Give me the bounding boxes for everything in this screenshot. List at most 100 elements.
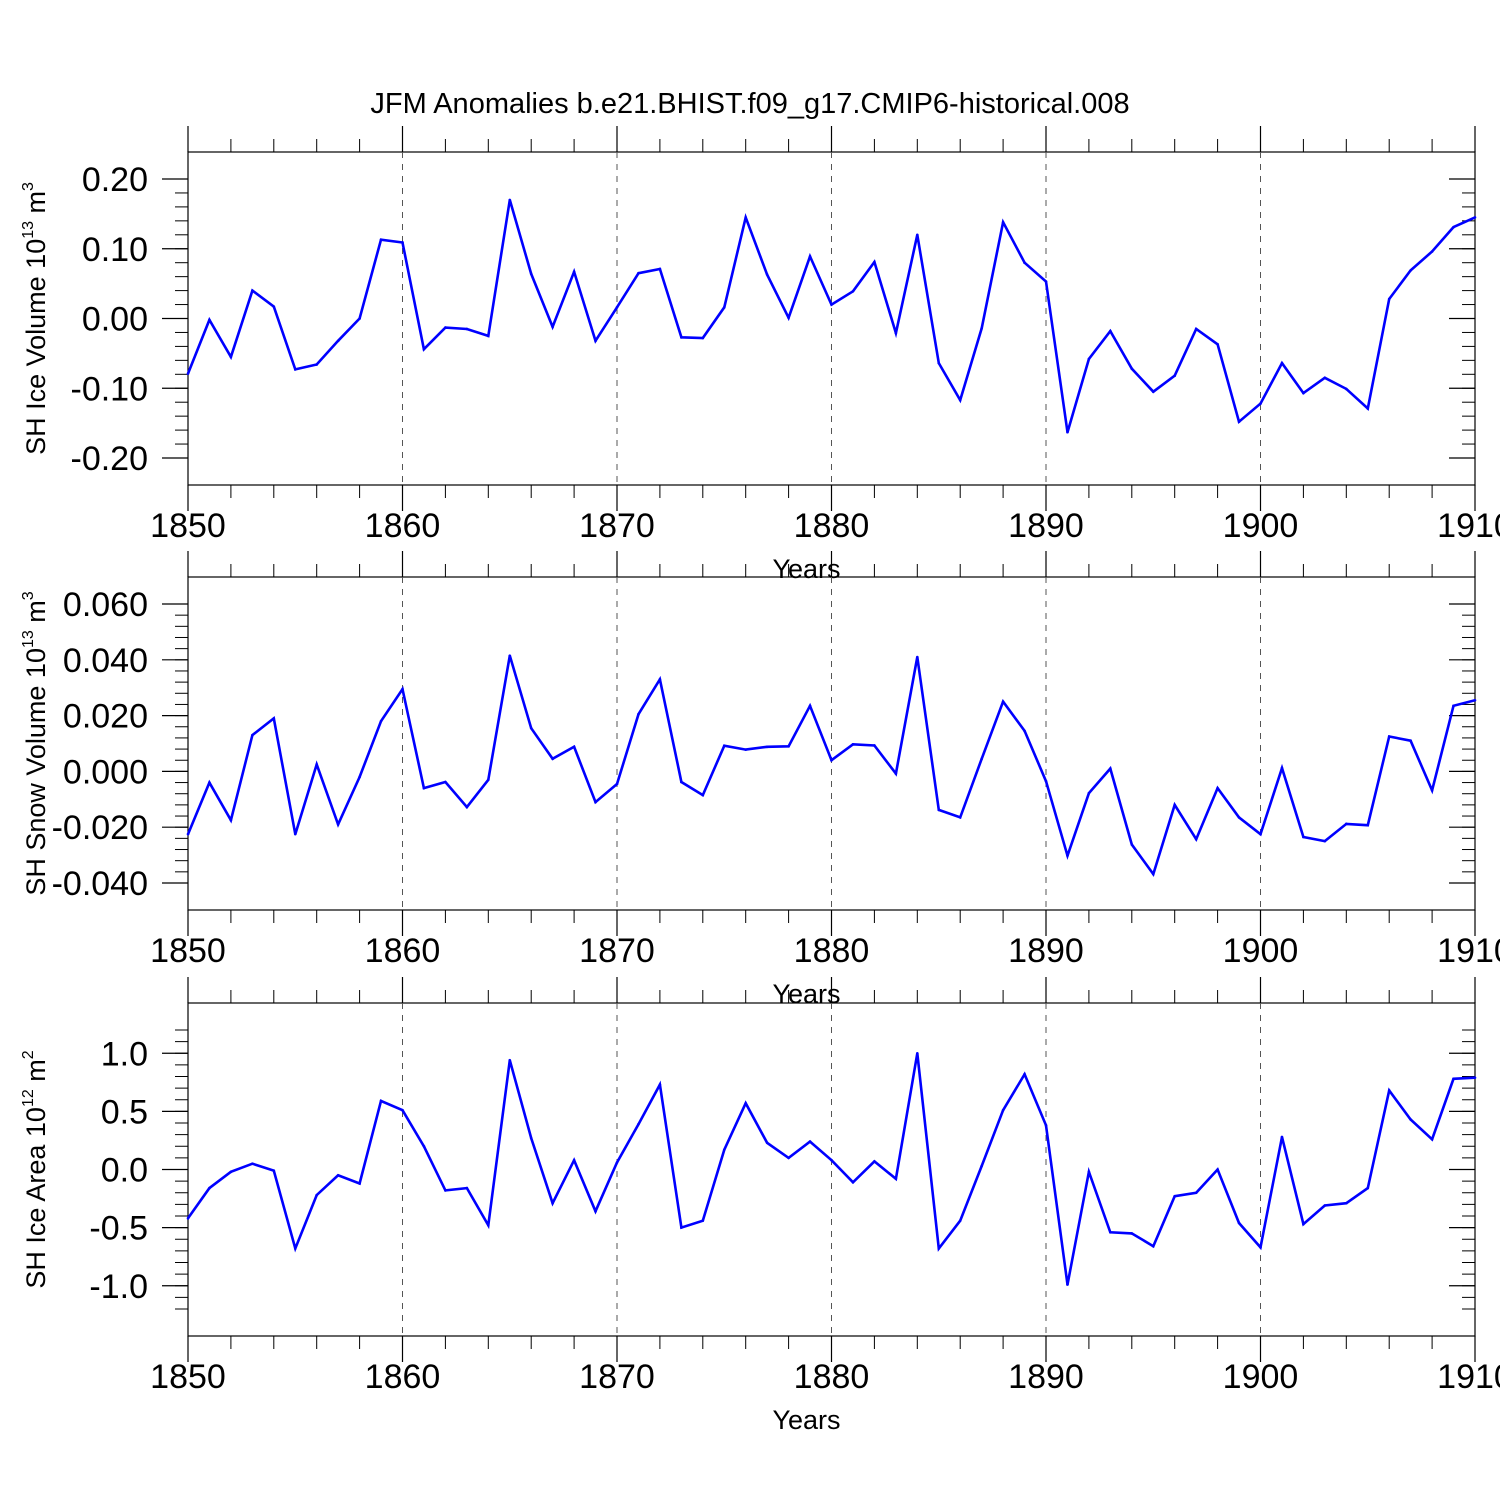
y-axis-title-unit-exponent: 2 [20, 1050, 37, 1059]
y-axis-title: SH Snow Volume 1013 m3 [20, 591, 51, 895]
data-point [336, 1174, 340, 1177]
data-point [379, 1099, 383, 1103]
y-tick-label: 1.0 [101, 1035, 148, 1073]
data-point [1345, 822, 1348, 826]
x-tick-label: 1900 [1223, 1358, 1299, 1396]
y-axis-title-unit: m [21, 1059, 51, 1089]
data-point [186, 832, 190, 836]
data-point [401, 687, 404, 691]
data-point [1237, 816, 1241, 819]
data-point [1109, 1230, 1112, 1234]
data-point [293, 368, 297, 371]
data-point [1280, 361, 1284, 365]
data-point [873, 744, 876, 747]
data-point [1452, 704, 1455, 708]
data-point [980, 757, 983, 761]
data-point [508, 654, 512, 657]
data-point [808, 704, 812, 708]
data-point [808, 255, 812, 258]
y-tick-label: -0.20 [71, 440, 149, 478]
data-point [1430, 1137, 1434, 1141]
x-axis-title: Years [772, 979, 840, 1009]
data-point [1173, 803, 1176, 807]
data-point [1194, 1191, 1198, 1195]
data-point [336, 823, 340, 826]
page-title: JFM Anomalies b.e21.BHIST.f09_g17.CMIP6-… [370, 88, 1130, 120]
y-tick-label: 0.5 [101, 1093, 148, 1131]
data-point [894, 772, 898, 775]
y-tick-label: -1.0 [89, 1268, 148, 1306]
data-point [1409, 269, 1412, 272]
data-point [1173, 1194, 1176, 1198]
data-point [251, 733, 254, 737]
x-tick-label: 1880 [794, 1358, 870, 1396]
data-point [529, 726, 533, 730]
x-tick-label: 1850 [150, 932, 226, 970]
data-point [1194, 837, 1198, 841]
y-tick-label: 0.000 [63, 753, 148, 791]
data-point [851, 1180, 855, 1184]
data-point [937, 808, 941, 812]
data-point [937, 361, 941, 365]
x-tick-label: 1860 [365, 932, 441, 970]
data-point [444, 1189, 447, 1192]
y-axis-title-unit-exponent: 3 [20, 591, 37, 600]
data-point [980, 326, 983, 330]
data-point [1387, 735, 1391, 738]
data-point [208, 781, 211, 784]
data-point [958, 398, 962, 402]
y-tick-label: 0.00 [82, 301, 148, 339]
data-point [422, 786, 426, 790]
data-point [315, 1193, 319, 1197]
x-tick-label: 1890 [1008, 932, 1084, 970]
data-point [1216, 786, 1219, 790]
data-point [830, 303, 833, 306]
y-tick-label: 0.040 [63, 642, 148, 680]
data-point [1151, 1244, 1155, 1248]
data-point [1130, 367, 1134, 371]
data-point [851, 743, 855, 746]
data-point [787, 744, 790, 748]
data-point [1216, 343, 1219, 346]
y-tick-label: 0.060 [63, 586, 148, 624]
data-point [1151, 872, 1155, 876]
x-tick-label: 1870 [579, 1358, 655, 1396]
data-point [551, 1201, 554, 1205]
data-point [1345, 1201, 1348, 1205]
data-point [615, 1161, 619, 1164]
data-point [379, 238, 383, 241]
data-point [787, 1156, 790, 1160]
data-point [551, 757, 554, 761]
data-point [529, 1136, 533, 1140]
data-point [1109, 767, 1112, 770]
data-point [615, 306, 619, 309]
data-point [465, 805, 469, 809]
data-point [1001, 220, 1005, 224]
data-point [680, 336, 683, 339]
data-point [1302, 1222, 1305, 1226]
data-point [722, 744, 726, 748]
y-tick-label: 0.0 [101, 1152, 148, 1190]
data-point [572, 1158, 576, 1162]
data-point [336, 339, 340, 343]
data-point [186, 1217, 190, 1220]
data-point [894, 1177, 898, 1181]
data-point [637, 271, 640, 275]
y-axis-title-text: SH Ice Volume 10 [21, 239, 51, 455]
data-point [1173, 374, 1176, 377]
data-point [401, 241, 404, 244]
data-point [1044, 1124, 1048, 1127]
data-point [315, 363, 319, 366]
data-point [765, 745, 769, 749]
data-point [293, 1247, 297, 1250]
data-point [1366, 823, 1370, 827]
data-point [572, 270, 576, 274]
data-point [1066, 1283, 1069, 1286]
data-point [916, 655, 919, 659]
data-point [958, 816, 962, 819]
data-point [487, 778, 490, 782]
data-point [1087, 791, 1091, 795]
data-point [229, 355, 233, 359]
